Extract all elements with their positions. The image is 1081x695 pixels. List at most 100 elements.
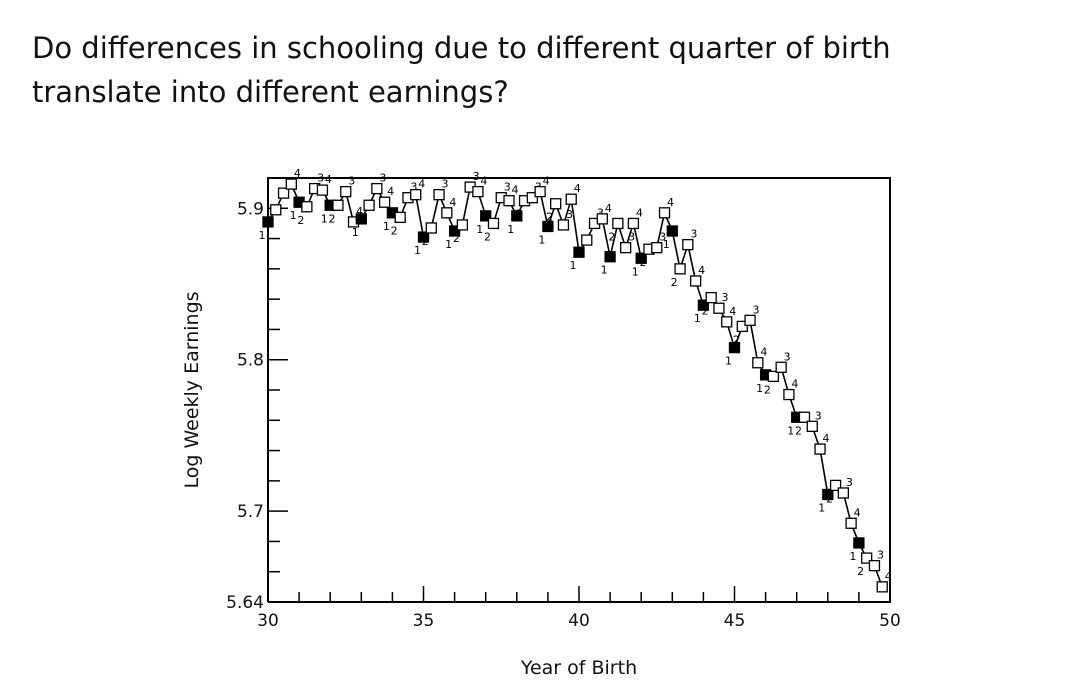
data-point [425,222,437,234]
quarter-label: 3 [317,172,324,185]
data-point [861,552,873,564]
quarter-label: 2 [297,214,304,227]
quarter-label: 4 [854,506,861,519]
data-point [612,217,624,230]
quarter-label: 3 [504,181,511,194]
quarter-label: 1 [259,229,266,242]
data-point [868,560,881,572]
data-point-q1 [355,213,367,225]
y-tick-label: 5.64 [226,593,264,613]
quarter-label: 3 [379,172,386,185]
quarter-label: 4 [698,264,705,277]
quarter-label: 2 [328,212,335,225]
data-point [721,316,733,328]
data-point [783,388,795,401]
quarter-label: 2 [857,565,864,578]
data-point [378,196,391,208]
data-point [845,517,857,529]
y-tick-label: 5.7 [237,502,264,522]
data-point [705,291,717,304]
quarter-label: 3 [815,409,822,422]
data-point [674,263,686,275]
data-point [550,198,562,210]
data-point [277,187,290,199]
quarter-label: 4 [387,185,394,198]
data-point-q1 [728,341,741,354]
quarter-label: 3 [566,208,573,221]
quarter-label: 2 [764,383,771,396]
quarter-label: 3 [877,549,884,562]
data-point [285,178,297,190]
data-point [534,185,546,198]
quarter-label: 2 [733,333,740,346]
x-tick-label: 50 [879,611,901,631]
quarter-label: 4 [512,184,519,197]
quarter-label: 1 [663,238,670,251]
quarter-label: 1 [787,424,794,437]
data-point [363,199,375,211]
quarter-label: 1 [476,223,483,236]
quarter-label: 1 [632,265,639,278]
data-point [472,185,484,198]
quarter-label: 1 [507,223,514,236]
quarter-label: 4 [574,182,581,195]
data-point [316,184,329,196]
quarter-label: 1 [694,312,701,325]
data-point [503,195,515,207]
quarter-label: 4 [667,196,674,209]
quarter-label: 1 [290,209,297,222]
quarter-label: 1 [601,264,608,277]
data-point-q1 [511,210,523,222]
y-tick-label: 5.9 [237,199,264,219]
quarter-label: 2 [515,208,522,221]
quarter-label: 4 [760,346,767,359]
data-point [526,192,538,204]
x-tick-label: 30 [257,611,279,631]
data-point [775,361,787,373]
quarter-label: 2 [453,232,460,245]
data-point [301,201,313,213]
quarter-label: 2 [577,247,584,260]
data-point-q1 [604,251,616,263]
quarter-label: 2 [639,256,646,269]
quarter-label: 2 [671,276,678,289]
data-point [620,242,632,254]
quarter-label: 1 [725,355,732,368]
quarter-label: 2 [546,211,553,224]
data-point-q1 [448,225,461,237]
data-point [441,207,453,219]
data-point [596,213,608,225]
quarter-label: 4 [543,175,550,188]
quarter-label: 2 [608,230,615,243]
data-point-q1 [666,225,678,237]
data-point [658,207,671,219]
slide-title: Do differences in schooling due to diffe… [32,26,1032,114]
quarter-label: 3 [721,291,728,304]
quarter-label: 1 [321,212,328,225]
quarter-label: 4 [325,173,332,186]
quarter-label: 3 [410,181,417,194]
data-point-q1 [822,488,834,501]
quarter-label: 1 [570,259,577,272]
quarter-label: 3 [690,228,697,241]
quarter-label: 2 [360,212,367,225]
quarter-label: 4 [356,205,363,218]
data-point-q1 [542,220,554,233]
data-point [581,234,593,246]
data-point [557,219,570,231]
quarter-label: 4 [636,206,643,219]
quarter-label: 2 [795,424,802,437]
quarter-label: 1 [538,233,545,246]
quarter-label: 2 [391,224,398,237]
quarter-label: 1 [352,226,359,239]
data-point [806,420,818,432]
quarter-label: 4 [823,432,830,445]
data-point [627,217,640,230]
quarter-label: 3 [597,206,604,219]
data-point [829,479,842,492]
data-point-q1 [697,299,710,311]
quarter-label: 2 [422,235,429,248]
quarter-label: 2 [484,230,491,243]
quarter-label: 4 [449,196,456,209]
